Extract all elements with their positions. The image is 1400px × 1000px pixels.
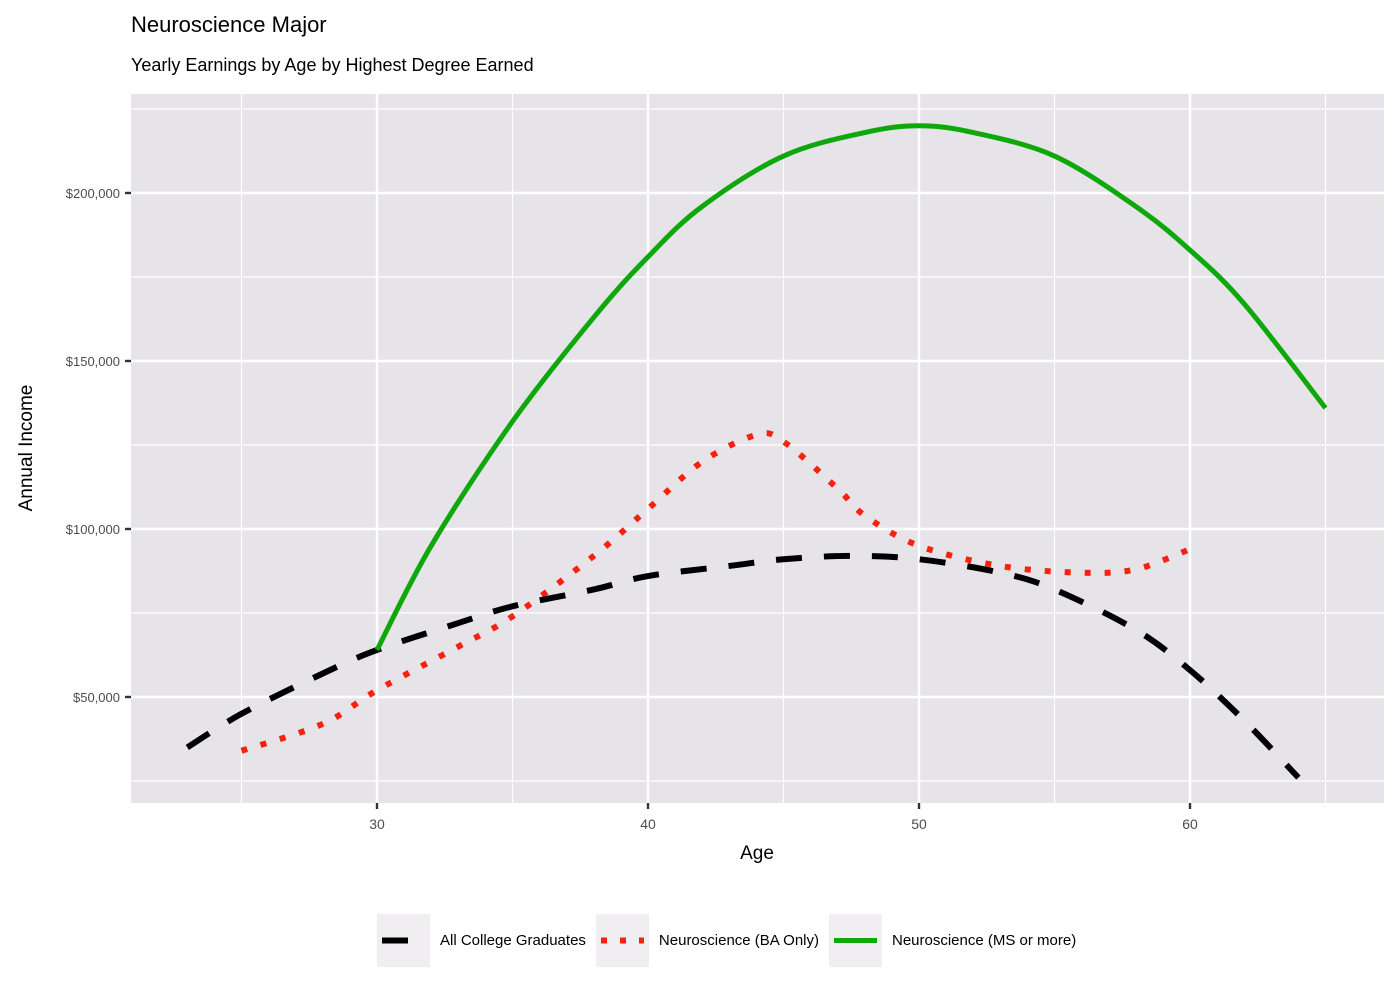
legend-item-neuroscience-ms-or-more[interactable]: Neuroscience (MS or more) — [829, 914, 1086, 967]
x-axis-label: Age — [740, 843, 774, 864]
legend-label: Neuroscience (MS or more) — [892, 932, 1077, 949]
series-line-dotted — [240, 430, 1192, 754]
legend-key-solid — [829, 914, 882, 967]
x-axis: 30 40 50 60 — [369, 803, 1198, 832]
x-tick-label: 30 — [369, 816, 385, 832]
minor-gridlines — [131, 94, 1384, 803]
legend-label: All College Graduates — [440, 932, 586, 949]
legend-item-neuroscience-ba-only[interactable]: Neuroscience (BA Only) — [595, 914, 829, 967]
y-tick-label: $100,000 — [66, 522, 120, 537]
x-tick-label: 40 — [640, 816, 656, 832]
chart-title: Neuroscience Major — [131, 12, 327, 37]
y-axis: $50,000 $100,000 $150,000 $200,000 — [66, 186, 131, 705]
major-gridlines — [131, 94, 1384, 803]
legend: All College Graduates Neuroscience (BA O… — [377, 914, 1086, 967]
y-axis-label: Annual Income — [16, 385, 37, 512]
x-tick-label: 50 — [911, 816, 927, 832]
chart-subtitle: Yearly Earnings by Age by Highest Degree… — [131, 55, 534, 75]
legend-key-dotted — [595, 914, 649, 967]
legend-item-all-college-graduates[interactable]: All College Graduates — [377, 914, 596, 967]
y-tick-label: $200,000 — [66, 186, 120, 201]
data-series — [185, 123, 1328, 780]
legend-label: Neuroscience (BA Only) — [658, 932, 819, 949]
y-tick-label: $50,000 — [73, 690, 120, 705]
series-line-dashed — [185, 552, 1301, 780]
plot-panel — [131, 94, 1384, 803]
y-tick-label: $150,000 — [66, 354, 120, 369]
legend-key-dashed — [377, 914, 430, 967]
x-tick-label: 60 — [1182, 816, 1198, 832]
series-line-solid — [374, 123, 1328, 652]
